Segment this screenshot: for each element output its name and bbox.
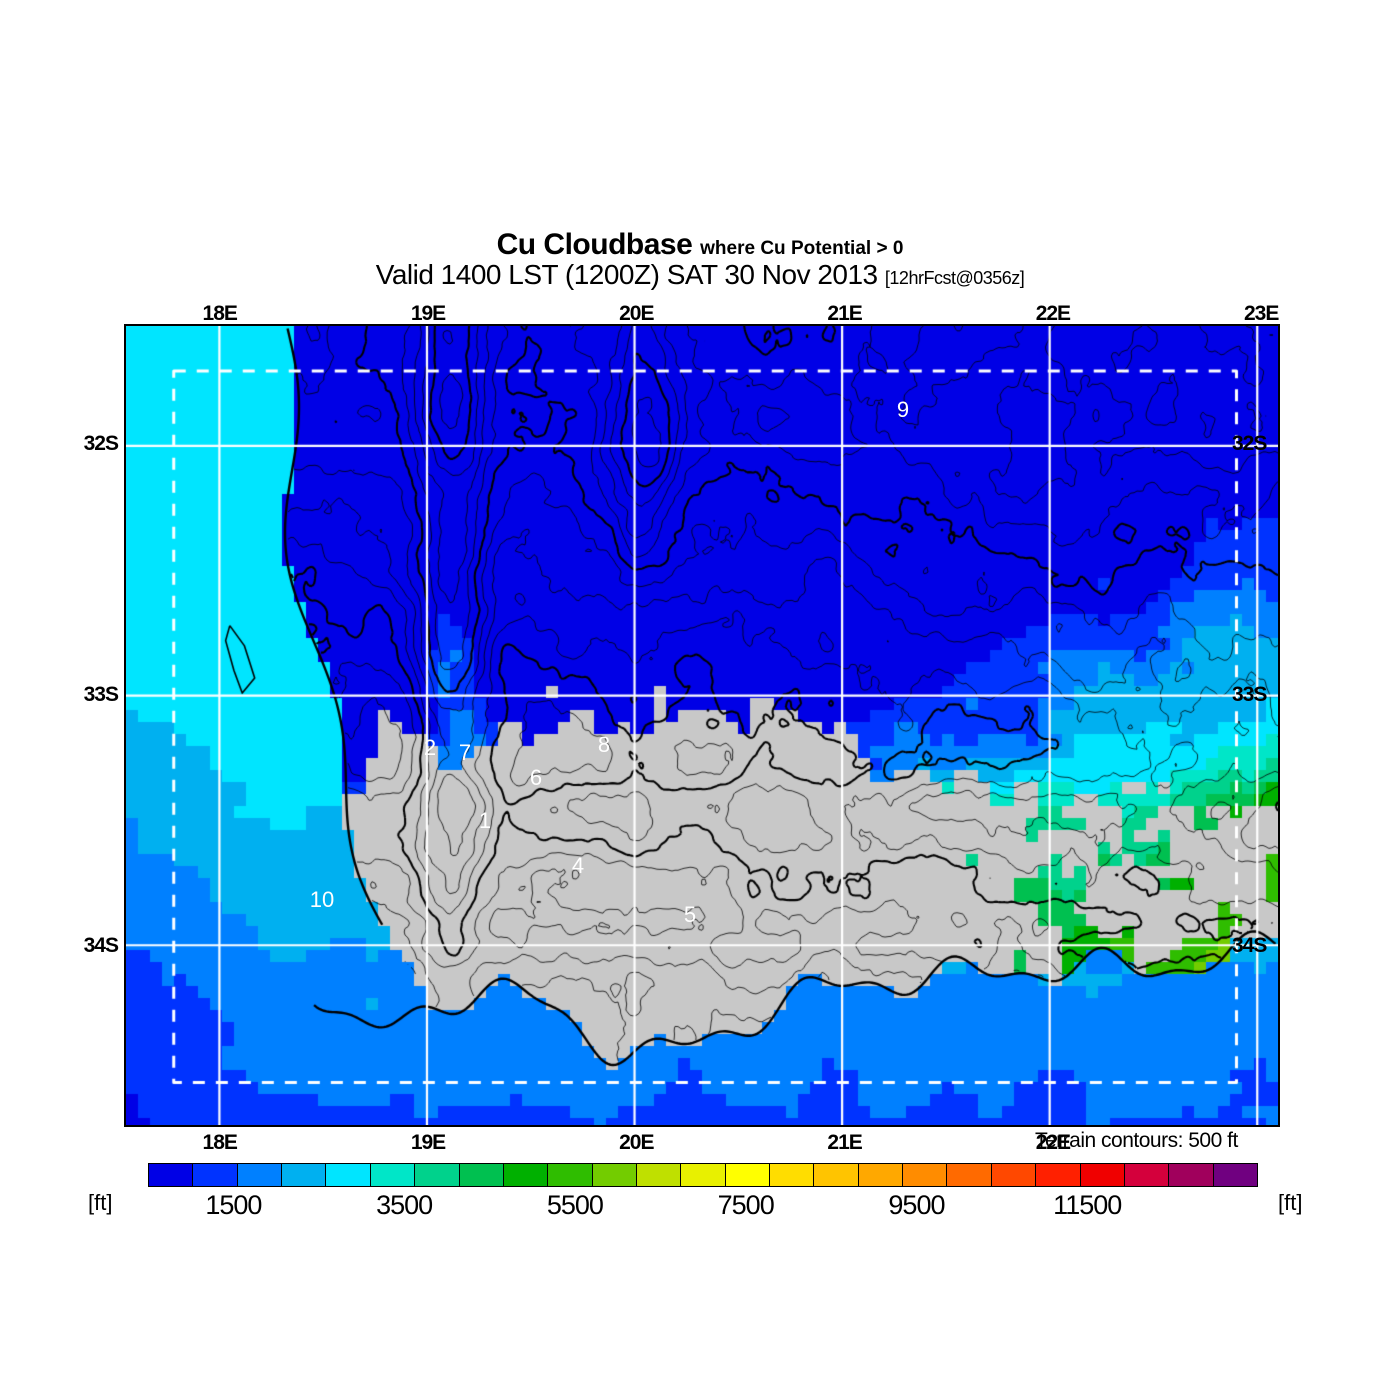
colorbar-swatch-21 <box>1080 1164 1125 1186</box>
terrain-contour-note: Terrain contours: 500 ft <box>1035 1129 1238 1152</box>
colorbar-swatch-23 <box>1169 1164 1214 1186</box>
title-main-suffix: where Cu Potential > 0 <box>700 238 904 259</box>
lon-label-top-21E: 21E <box>827 302 862 325</box>
colorbar-swatch-14 <box>770 1164 815 1186</box>
colorbar-swatch-22 <box>1124 1164 1170 1186</box>
colorbar-swatch-8 <box>503 1164 549 1186</box>
lon-label-bottom-20E: 20E <box>619 1131 654 1154</box>
lon-label-top-19E: 19E <box>410 302 446 325</box>
colorbar-swatch-17 <box>903 1164 948 1186</box>
colorbar-swatch-12 <box>681 1164 726 1186</box>
colorbar-swatch-19 <box>991 1164 1037 1186</box>
colorbar-swatch-20 <box>1036 1164 1081 1186</box>
lat-label-right-32S: 32S <box>1232 432 1267 456</box>
lat-label-left-34S: 34S <box>83 934 119 958</box>
colorbar-unit-left: [ft] <box>88 1190 113 1215</box>
map-plot-area <box>124 324 1280 1127</box>
colorbar-swatch-24 <box>1213 1164 1257 1186</box>
colorbar-swatch-0 <box>149 1164 194 1186</box>
chart-title: Cu Cloudbase where Cu Potential > 0 <box>0 228 1400 262</box>
colorbar-swatch-5 <box>370 1164 416 1186</box>
colorbar-swatch-10 <box>592 1164 637 1186</box>
lon-label-top-23E: 23E <box>1243 302 1279 325</box>
cloudbase-raster <box>126 326 1278 1125</box>
colorbar-tick-11500: 11500 <box>1053 1190 1122 1220</box>
lon-label-bottom-22E: 22E <box>1035 1131 1071 1154</box>
lon-label-bottom-21E: 21E <box>827 1131 862 1154</box>
colorbar-swatch-3 <box>282 1164 327 1186</box>
colorbar-tick-1500: 1500 <box>205 1190 262 1220</box>
colorbar-tick-7500: 7500 <box>717 1190 775 1220</box>
colorbar-swatch-2 <box>237 1164 283 1186</box>
lon-label-top-20E: 20E <box>619 302 654 325</box>
colorbar-swatch-1 <box>193 1164 238 1186</box>
chart-subtitle: Valid 1400 LST (1200Z) SAT 30 Nov 2013 [… <box>0 259 1400 291</box>
subtitle-text: Valid 1400 LST (1200Z) SAT 30 Nov 2013 <box>375 259 878 290</box>
lat-label-left-32S: 32S <box>83 432 119 456</box>
lon-label-top-18E: 18E <box>202 302 238 325</box>
lat-label-left-33S: 33S <box>83 683 119 707</box>
colorbar-swatch-9 <box>548 1164 593 1186</box>
colorbar-tick-5500: 5500 <box>546 1190 604 1220</box>
colorbar-swatch-16 <box>858 1164 904 1186</box>
lat-label-right-34S: 34S <box>1232 934 1267 958</box>
colorbar-swatch-15 <box>814 1164 859 1186</box>
colorbar-swatch-18 <box>947 1164 992 1186</box>
colorbar-swatch-11 <box>636 1164 682 1186</box>
colorbar-swatch-6 <box>415 1164 460 1186</box>
colorbar-swatch-7 <box>459 1164 504 1186</box>
colorbar-swatch-4 <box>326 1164 371 1186</box>
lon-label-bottom-19E: 19E <box>410 1131 446 1154</box>
colorbar <box>148 1163 1258 1187</box>
colorbar-unit-right: [ft] <box>1278 1190 1303 1215</box>
lon-label-top-22E: 22E <box>1035 302 1071 325</box>
colorbar-swatch-13 <box>725 1164 771 1186</box>
title-main-text: Cu Cloudbase <box>496 228 693 261</box>
colorbar-tick-9500: 9500 <box>888 1190 945 1220</box>
subtitle-forecast-stamp: [12hrFcst@0356z] <box>884 268 1025 288</box>
lat-label-right-33S: 33S <box>1232 683 1267 707</box>
lon-label-bottom-18E: 18E <box>202 1131 238 1154</box>
colorbar-tick-3500: 3500 <box>376 1190 433 1220</box>
